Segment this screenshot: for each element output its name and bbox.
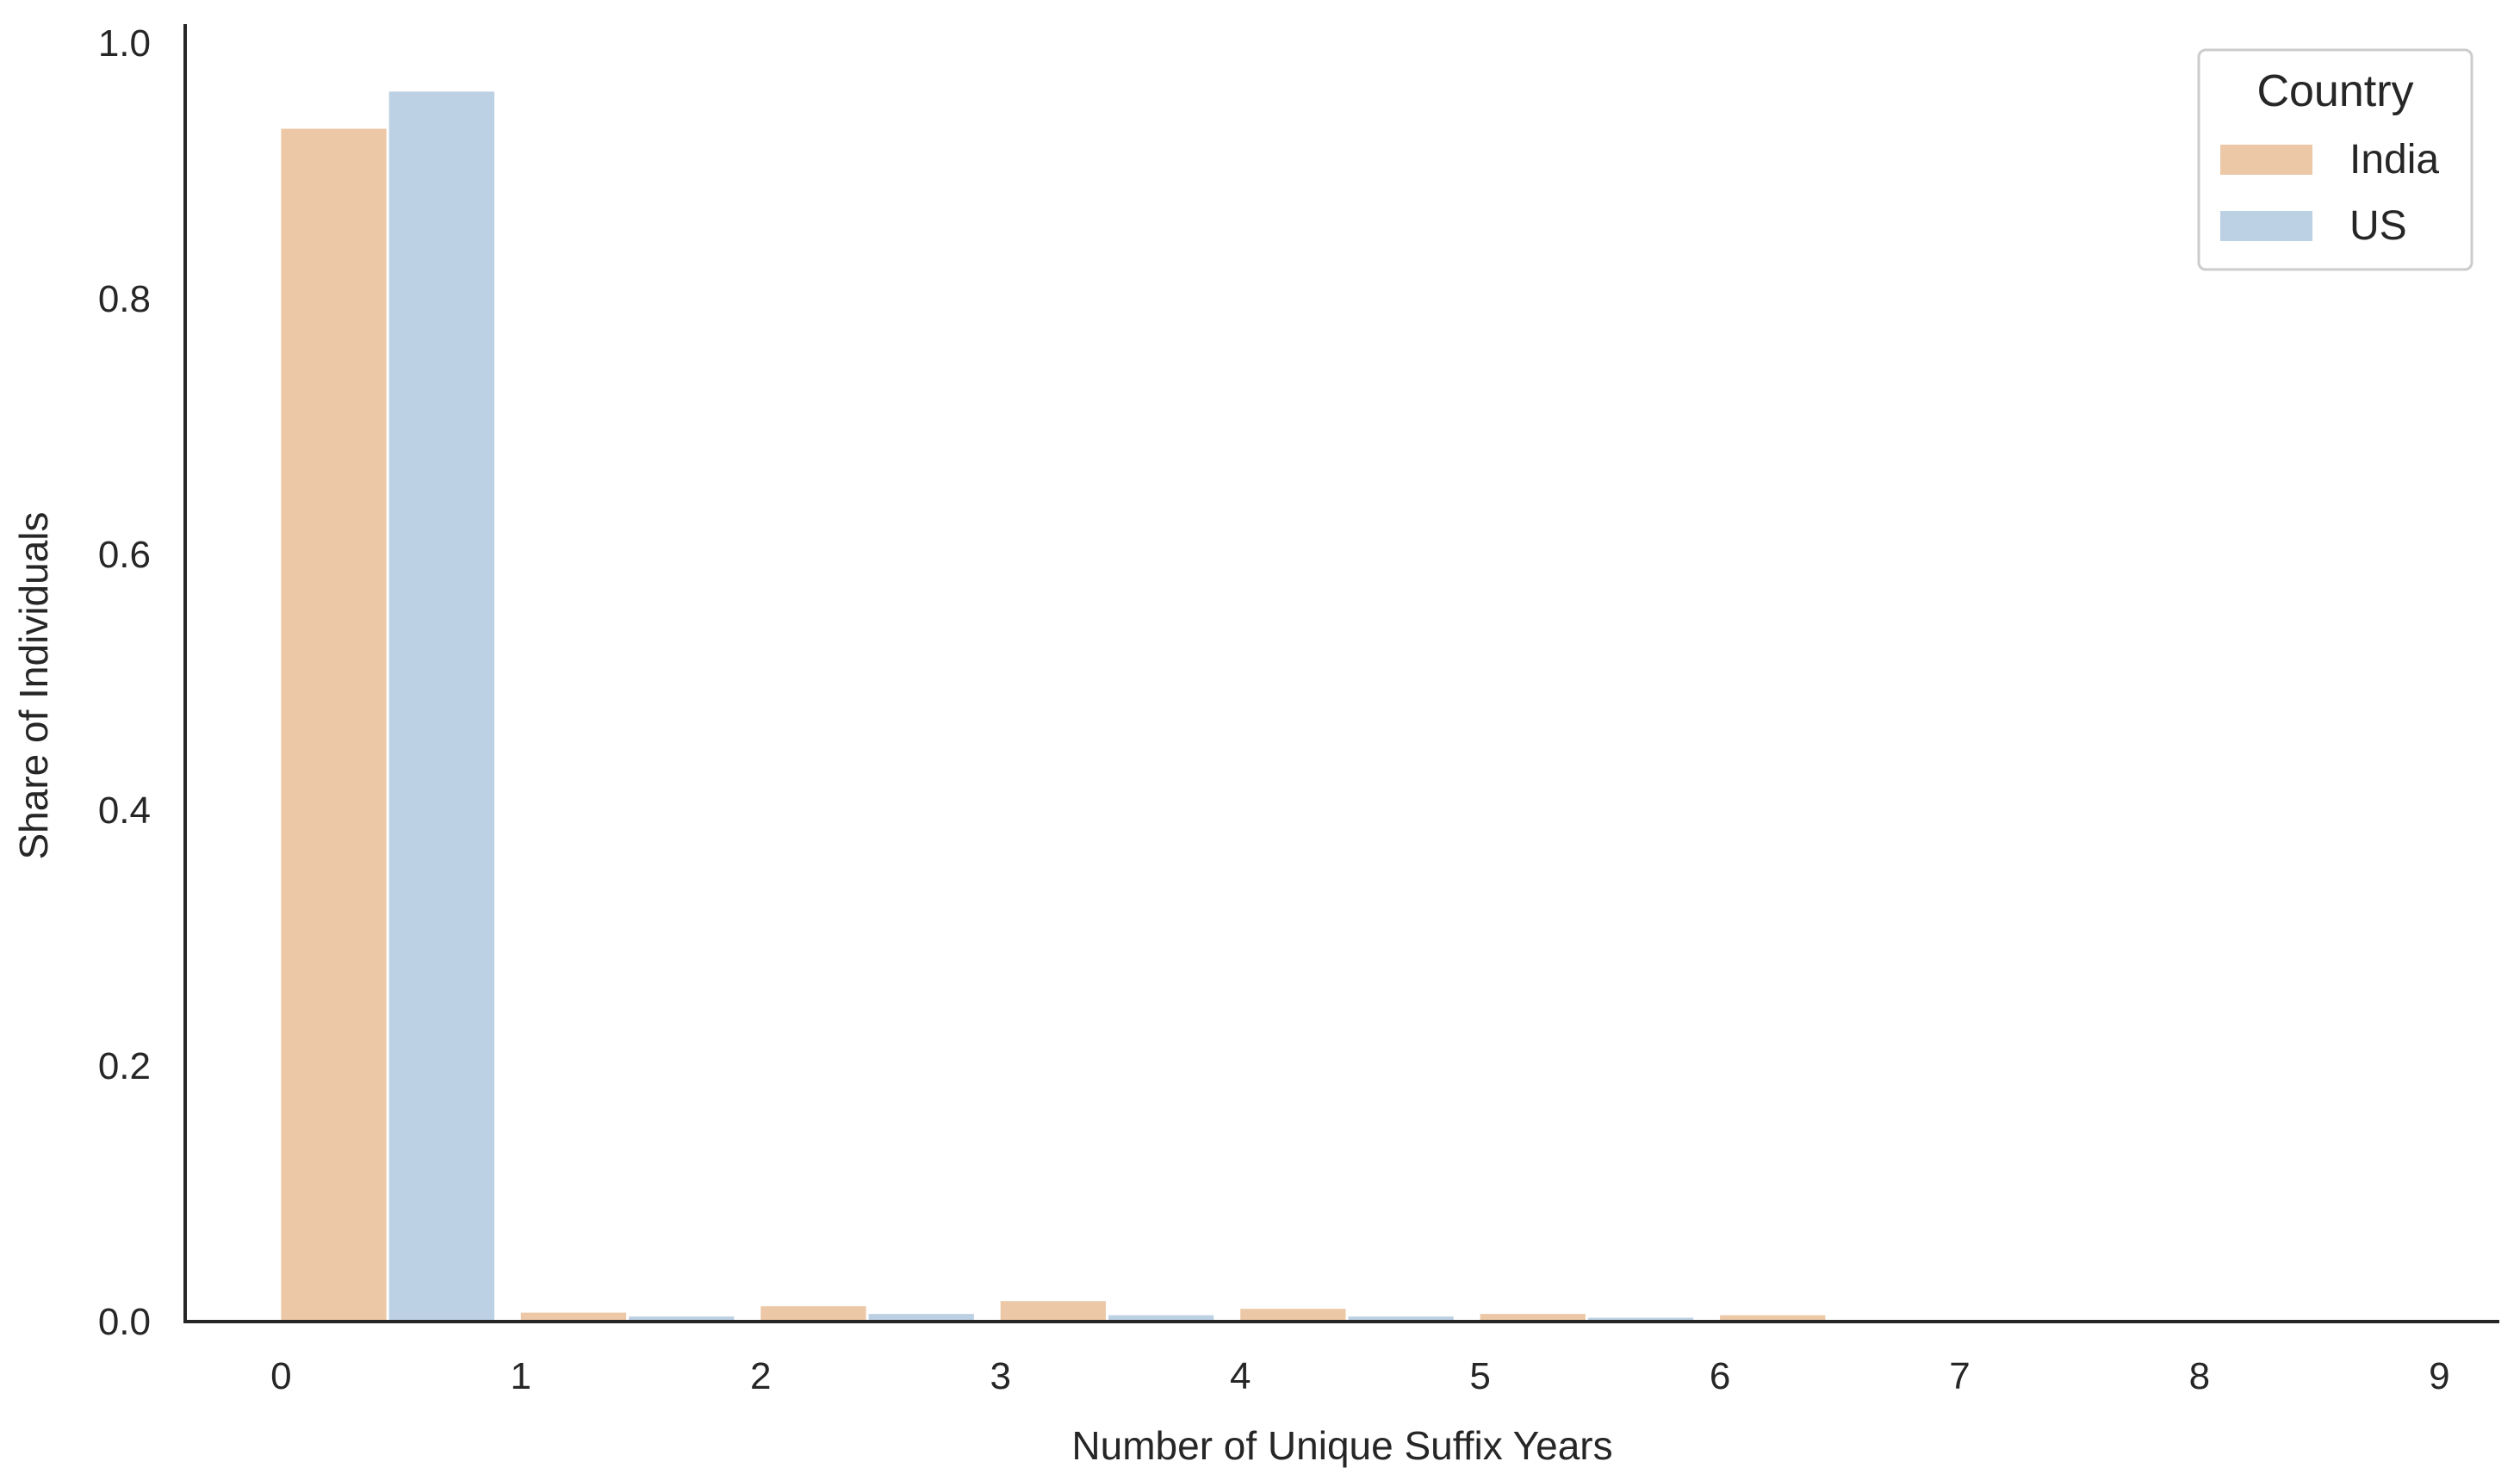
- bar-india-6: [1720, 1315, 1826, 1322]
- legend-label-us: US: [2349, 203, 2407, 249]
- x-tick-label: 0: [270, 1355, 291, 1397]
- bar-india-2: [760, 1306, 866, 1322]
- x-ticks: 0 1 2 3 4 5 6 7 8 9: [270, 1355, 2449, 1397]
- x-tick-label: 8: [2189, 1355, 2210, 1397]
- x-tick-label: 2: [750, 1355, 771, 1397]
- bar-us-4: [1348, 1316, 1454, 1322]
- bar-india-0: [281, 128, 387, 1322]
- x-tick-label: 1: [511, 1355, 531, 1397]
- x-tick-label: 3: [990, 1355, 1010, 1397]
- x-tick-label: 4: [1230, 1355, 1251, 1397]
- y-tick-label: 0.8: [98, 278, 151, 320]
- bar-us-3: [1108, 1315, 1214, 1322]
- y-tick-label: 0.6: [98, 534, 151, 576]
- y-ticks: 0.0 0.2 0.4 0.6 0.8 1.0: [98, 22, 151, 1343]
- legend-title: Country: [2256, 66, 2413, 116]
- x-tick-label: 7: [1949, 1355, 1970, 1397]
- bar-us-0: [388, 91, 494, 1322]
- bar-india-3: [1000, 1301, 1106, 1322]
- bar-india-5: [1480, 1314, 1586, 1322]
- legend-label-india: India: [2349, 137, 2439, 183]
- y-tick-label: 1.0: [98, 22, 151, 65]
- legend-swatch-us: [2220, 211, 2312, 241]
- bar-us-2: [868, 1314, 974, 1322]
- x-axis-label: Number of Unique Suffix Years: [1071, 1423, 1612, 1468]
- y-axis-label: Share of Individuals: [11, 511, 56, 859]
- bar-us-5: [1587, 1317, 1694, 1322]
- y-tick-label: 0.4: [98, 790, 151, 832]
- bar-india-1: [520, 1312, 627, 1322]
- x-tick-label: 5: [1469, 1355, 1490, 1397]
- axes-layer: [183, 24, 2499, 1323]
- legend-swatch-india: [2220, 145, 2312, 175]
- y-tick-label: 0.2: [98, 1045, 151, 1087]
- bar-us-1: [629, 1316, 735, 1322]
- legend: Country India US: [2197, 48, 2473, 271]
- bar-india-4: [1240, 1309, 1346, 1322]
- bars-layer: [281, 91, 2413, 1322]
- x-tick-label: 9: [2429, 1355, 2449, 1397]
- y-tick-label: 0.0: [98, 1301, 151, 1343]
- legend-entries: India US: [2220, 137, 2439, 249]
- x-tick-label: 6: [1710, 1355, 1730, 1397]
